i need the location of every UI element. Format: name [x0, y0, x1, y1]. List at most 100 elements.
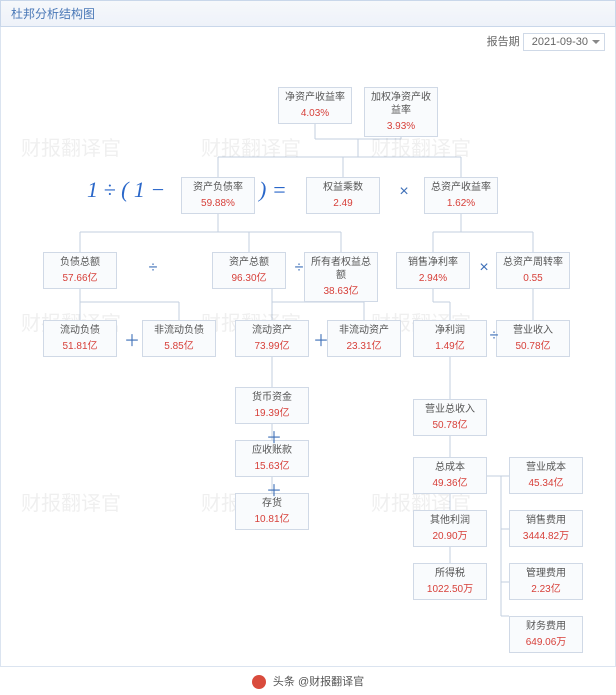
node-label: 净资产收益率 [281, 91, 349, 104]
operator: ＋ [122, 327, 142, 351]
formula-pre: 1 ÷ ( 1 − [87, 177, 165, 203]
node-label: 资产负债率 [184, 181, 252, 194]
node-cur_asset: 流动资产 73.99亿 [235, 320, 309, 357]
node-value: 1.62% [427, 197, 495, 210]
node-value: 4.03% [281, 107, 349, 120]
footer-attribution: 头条 @财报翻译官 [0, 667, 616, 695]
node-label: 所有者权益总额 [307, 256, 375, 282]
node-value: 38.63亿 [307, 285, 375, 298]
node-sell_exp: 销售费用 3444.82万 [509, 510, 583, 547]
node-roe: 净资产收益率 4.03% [278, 87, 352, 124]
report-period-bar: 报告期 2021-09-30 [487, 33, 605, 51]
node-label: 其他利润 [416, 514, 484, 527]
node-net_profit: 净利润 1.49亿 [413, 320, 487, 357]
node-ncur_liab: 非流动负债 5.85亿 [142, 320, 216, 357]
footer-prefix: 头条 [273, 676, 295, 688]
node-value: 649.06万 [512, 636, 580, 649]
node-oth_pl: 其他利润 20.90万 [413, 510, 487, 547]
node-value: 23.31亿 [330, 340, 398, 353]
node-value: 49.36亿 [416, 477, 484, 490]
node-value: 45.34亿 [512, 477, 580, 490]
watermark: 财报翻译官 [21, 487, 121, 516]
node-label: 流动资产 [238, 324, 306, 337]
node-lev: 资产负债率 59.88% [181, 177, 255, 214]
node-label: 营业总收入 [416, 403, 484, 416]
report-date-value: 2021-09-30 [532, 36, 588, 48]
dupont-canvas: 报告期 2021-09-30 财报翻译官财报翻译官财报翻译官财报翻译官财报翻译官… [0, 27, 616, 667]
node-label: 销售费用 [512, 514, 580, 527]
page-title: 杜邦分析结构图 [11, 7, 95, 21]
node-label: 财务费用 [512, 620, 580, 633]
node-label: 总资产收益率 [427, 181, 495, 194]
node-label: 流动负债 [46, 324, 114, 337]
node-label: 所得税 [416, 567, 484, 580]
node-value: 10.81亿 [238, 513, 306, 526]
node-eq_mult: 权益乘数 2.49 [306, 177, 380, 214]
node-roe_w: 加权净资产收益率 3.93% [364, 87, 438, 137]
node-asset_turn: 总资产周转率 0.55 [496, 252, 570, 289]
node-np_margin: 销售净利率 2.94% [396, 252, 470, 289]
node-label: 权益乘数 [309, 181, 377, 194]
node-roa: 总资产收益率 1.62% [424, 177, 498, 214]
node-equity: 所有者权益总额 38.63亿 [304, 252, 378, 302]
node-label: 总成本 [416, 461, 484, 474]
node-label: 非流动负债 [145, 324, 213, 337]
node-admin_exp: 管理费用 2.23亿 [509, 563, 583, 600]
title-bar: 杜邦分析结构图 [0, 0, 616, 27]
node-label: 非流动资产 [330, 324, 398, 337]
node-cur_liab: 流动负债 51.81亿 [43, 320, 117, 357]
node-value: 73.99亿 [238, 340, 306, 353]
node-value: 3.93% [367, 120, 435, 133]
node-value: 59.88% [184, 197, 252, 210]
avatar [252, 675, 266, 689]
node-label: 销售净利率 [399, 256, 467, 269]
report-date-select[interactable]: 2021-09-30 [523, 33, 605, 51]
node-value: 2.23亿 [512, 583, 580, 596]
node-value: 1022.50万 [416, 583, 484, 596]
footer-handle: @财报翻译官 [298, 676, 364, 688]
node-op_rev_b: 营业总收入 50.78亿 [413, 399, 487, 436]
operator: ＋ [264, 424, 284, 448]
node-cash: 货币资金 19.39亿 [235, 387, 309, 424]
node-tot_cost: 总成本 49.36亿 [413, 457, 487, 494]
operator: ÷ [289, 259, 309, 277]
watermark: 财报翻译官 [21, 132, 121, 161]
node-label: 管理费用 [512, 567, 580, 580]
operator: × [394, 183, 414, 201]
node-value: 2.49 [309, 197, 377, 210]
operator: ＋ [311, 327, 331, 351]
node-value: 51.81亿 [46, 340, 114, 353]
operator: ＋ [264, 477, 284, 501]
node-label: 资产总额 [215, 256, 283, 269]
watermark: 财报翻译官 [201, 132, 301, 161]
node-label: 营业收入 [499, 324, 567, 337]
node-tax: 所得税 1022.50万 [413, 563, 487, 600]
node-label: 负债总额 [46, 256, 114, 269]
operator: ÷ [143, 259, 163, 277]
operator: × [474, 259, 494, 277]
node-assets: 资产总额96.30亿 [212, 252, 286, 289]
operator: ÷ [484, 327, 504, 345]
node-value: 19.39亿 [238, 407, 306, 420]
node-value: 57.66亿 [46, 272, 114, 285]
node-value: 2.94% [399, 272, 467, 285]
formula-post: ) = [259, 177, 287, 203]
node-value: 0.55 [499, 272, 567, 285]
node-liab: 负债总额 57.66亿 [43, 252, 117, 289]
node-label: 总资产周转率 [499, 256, 567, 269]
node-label: 营业成本 [512, 461, 580, 474]
node-ncur_asset: 非流动资产 23.31亿 [327, 320, 401, 357]
node-label: 货币资金 [238, 391, 306, 404]
node-label: 加权净资产收益率 [367, 91, 435, 117]
node-value: 20.90万 [416, 530, 484, 543]
node-value: 5.85亿 [145, 340, 213, 353]
node-value: 3444.82万 [512, 530, 580, 543]
node-value: 1.49亿 [416, 340, 484, 353]
node-op_cost: 营业成本 45.34亿 [509, 457, 583, 494]
report-label: 报告期 [487, 36, 520, 48]
node-value: 50.78亿 [416, 419, 484, 432]
node-label: 净利润 [416, 324, 484, 337]
node-op_rev_a: 营业收入 50.78亿 [496, 320, 570, 357]
node-value: 15.63亿 [238, 460, 306, 473]
node-value: 50.78亿 [499, 340, 567, 353]
